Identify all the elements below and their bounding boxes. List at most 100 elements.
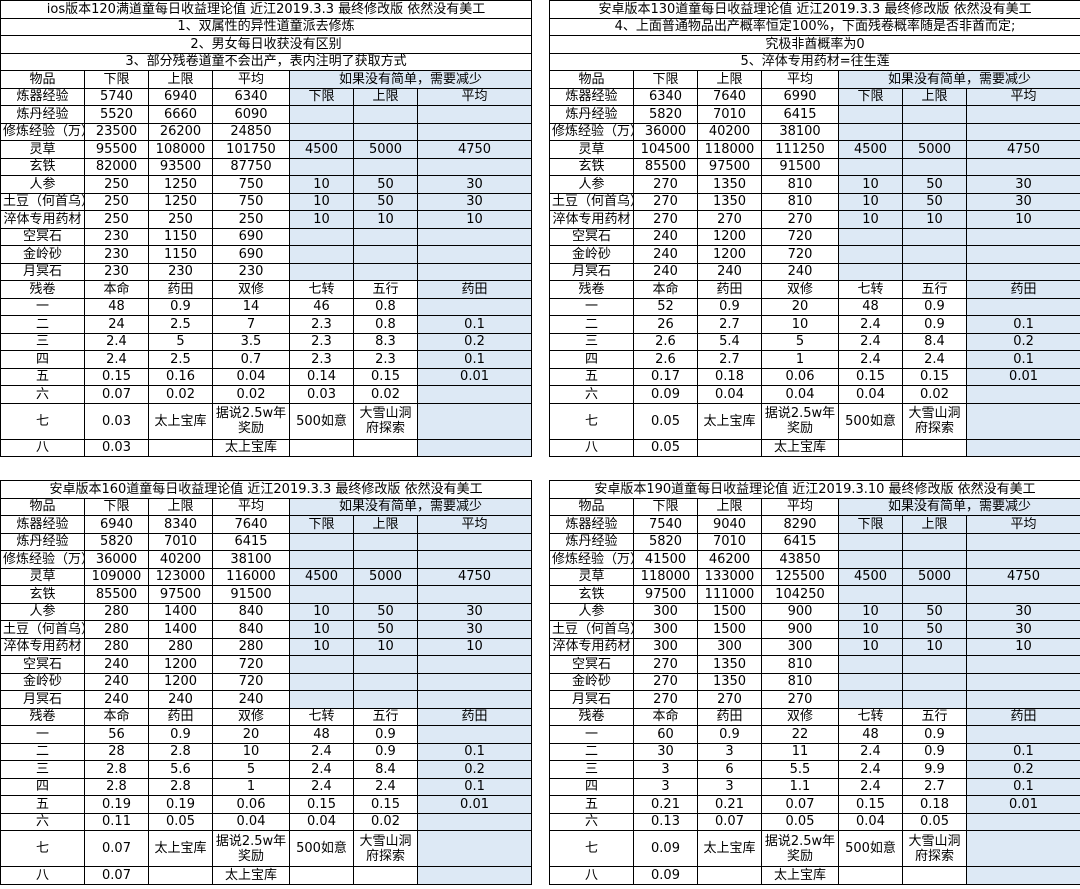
scroll-value: 2.7 — [697, 350, 762, 369]
item-avg: 240 — [761, 262, 839, 281]
scroll-value: 0.1 — [965, 742, 1080, 761]
item-low: 270 — [633, 672, 698, 691]
item-row: 淬体专用药材 300 300 300 10 10 10 — [549, 637, 1080, 656]
reduction-value: 下限 — [289, 515, 354, 534]
item-high: 40200 — [697, 122, 762, 141]
item-low: 5820 — [84, 532, 149, 551]
scroll-value: 据说2.5w年奖励 — [212, 402, 290, 440]
reduction-value: 4750 — [416, 140, 533, 159]
item-high: 1350 — [697, 192, 762, 211]
scroll-value — [416, 812, 533, 831]
item-row: 玄铁 85500 97500 91500 — [0, 585, 533, 604]
item-low: 250 — [84, 210, 149, 229]
item-row: 灵草 95500 108000 101750 4500 5000 4750 — [0, 140, 533, 159]
scroll-value: 一 — [0, 725, 85, 744]
item-high: 123000 — [148, 567, 213, 586]
item-name: 玄铁 — [549, 157, 634, 176]
item-name: 炼器经验 — [0, 515, 85, 534]
scroll-value: 太上宝库 — [761, 866, 839, 885]
reduction-value — [416, 550, 533, 569]
scroll-value: 0.05 — [633, 438, 698, 457]
item-avg: 810 — [761, 175, 839, 194]
scroll-column-header: 五行 — [902, 280, 967, 299]
item-low: 36000 — [84, 550, 149, 569]
item-high: 97500 — [697, 157, 762, 176]
scroll-value: 0.04 — [212, 812, 290, 831]
scroll-row: 五 0.15 0.16 0.04 0.14 0.15 0.01 — [0, 367, 533, 386]
scroll-value: 0.15 — [84, 367, 149, 386]
reduction-value — [416, 532, 533, 551]
note-text: 1、双属性的异性道童派去修炼 — [0, 17, 533, 36]
scroll-value: 0.15 — [289, 795, 354, 814]
column-header: 平均 — [212, 70, 290, 89]
data-table: 安卓版本190道童每日收益理论值 近江2019.3.10 最终修改版 依然没有美… — [548, 480, 1080, 885]
item-name: 灵草 — [0, 567, 85, 586]
scroll-column-header: 药田 — [697, 280, 762, 299]
scroll-value: 2.4 — [838, 350, 903, 369]
reduction-value — [902, 227, 967, 246]
scroll-row: 五 0.21 0.21 0.07 0.15 0.18 0.01 — [549, 795, 1080, 814]
reduction-value — [965, 227, 1080, 246]
scroll-value: 据说2.5w年奖励 — [761, 830, 839, 867]
scroll-value: 太上宝库 — [761, 438, 839, 457]
item-name: 淬体专用药材 — [0, 210, 85, 229]
reduction-value: 10 — [838, 637, 903, 656]
scroll-value: 0.15 — [838, 795, 903, 814]
reduction-value: 10 — [902, 210, 967, 229]
item-avg: 810 — [761, 655, 839, 674]
scroll-column-header: 药田 — [416, 707, 533, 726]
scroll-value: 26 — [633, 315, 698, 334]
scroll-value: 52 — [633, 297, 698, 316]
reduction-value — [416, 672, 533, 691]
scroll-value: 2.4 — [289, 760, 354, 779]
note-text: 5、淬体专用药材=往生莲 — [548, 52, 1080, 71]
scroll-value: 48 — [838, 725, 903, 744]
scroll-value: 0.02 — [353, 385, 418, 404]
scroll-value: 0.15 — [838, 367, 903, 386]
scroll-value: 20 — [761, 297, 839, 316]
reduction-value — [416, 655, 533, 674]
scroll-value: 0.03 — [84, 402, 149, 440]
item-name: 炼器经验 — [549, 87, 634, 106]
scroll-value: 0.8 — [353, 297, 418, 316]
item-high: 1200 — [148, 672, 213, 691]
scroll-value: 3.5 — [212, 332, 290, 351]
empty-cell — [416, 402, 533, 440]
item-avg: 810 — [761, 672, 839, 691]
scroll-value: 3 — [697, 742, 762, 761]
reduction-value — [353, 655, 418, 674]
scroll-value: 2.4 — [838, 332, 903, 351]
item-name: 玄铁 — [0, 585, 85, 604]
reduction-value: 10 — [353, 637, 418, 656]
item-high: 1350 — [697, 672, 762, 691]
sheet-title: 安卓版本160道童每日收益理论值 近江2019.3.3 最终修改版 依然没有美工 — [0, 480, 533, 499]
item-name: 土豆（何首乌） — [549, 192, 634, 211]
scroll-value: 0.9 — [353, 742, 418, 761]
scroll-value: 7 — [212, 315, 290, 334]
item-high: 6940 — [148, 87, 213, 106]
item-low: 230 — [84, 227, 149, 246]
item-low: 230 — [84, 262, 149, 281]
scroll-value: 20 — [212, 725, 290, 744]
item-high: 280 — [148, 637, 213, 656]
scroll-value: 5 — [212, 760, 290, 779]
scroll-value: 六 — [549, 385, 634, 404]
reduction-value — [416, 245, 533, 264]
reduction-value — [838, 122, 903, 141]
item-name: 淬体专用药材 — [549, 637, 634, 656]
scroll-value: 0.9 — [902, 297, 967, 316]
item-avg: 750 — [212, 175, 290, 194]
scroll-column-header: 七转 — [289, 280, 354, 299]
item-high: 1150 — [148, 227, 213, 246]
scroll-value: 0.9 — [148, 725, 213, 744]
scroll-column-header: 本命 — [633, 707, 698, 726]
reduction-value: 10 — [965, 637, 1080, 656]
item-high: 1500 — [697, 602, 762, 621]
scroll-row: 六 0.13 0.07 0.05 0.04 0.05 — [549, 812, 1080, 831]
scroll-value: 2.3 — [353, 350, 418, 369]
reduction-value — [838, 532, 903, 551]
item-name: 空冥石 — [549, 227, 634, 246]
reduction-value: 50 — [902, 620, 967, 639]
scroll-value: 5 — [761, 332, 839, 351]
item-row: 空冥石 240 1200 720 — [0, 655, 533, 674]
